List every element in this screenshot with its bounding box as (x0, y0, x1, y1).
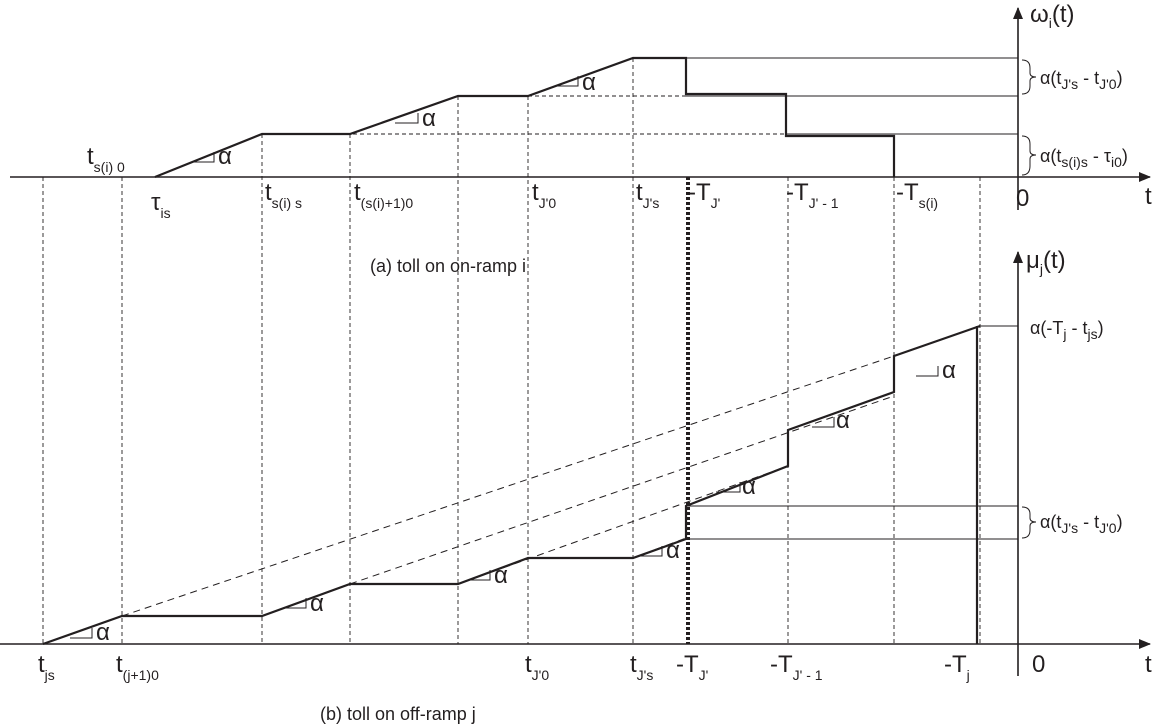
label-minus-t-j-prime-1-b: -TJ' - 1 (770, 651, 823, 683)
slope-label: α (310, 590, 324, 617)
panel-a-slope-markers: α α α (192, 69, 596, 170)
label-t-s-i-plus1-0: t(s(i)+1)0 (354, 179, 413, 211)
label-minus-t-s-i: -Ts(i) (896, 179, 938, 211)
label-t-j-prime-s: tJ's (636, 179, 659, 211)
panel-a-y-label: ωi(t) (1030, 1, 1075, 31)
brace-bottom (1021, 135, 1037, 176)
label-t-j-prime-s-b: tJ's (630, 651, 653, 683)
label-t-j-plus1-0: t(j+1)0 (116, 651, 159, 683)
label-minus-t-j-prime-b: -TJ' (676, 651, 708, 683)
brace-top (1021, 59, 1037, 95)
panel-b-x-label: t (1145, 651, 1152, 678)
top-value-label: α(-Tj - tjs) (1030, 318, 1104, 342)
brace-mid (1021, 506, 1037, 539)
panel-b: α α α α α α α α(tJ's - tJ'0) α(-Tj - tjs… (0, 177, 1152, 724)
slope-label: α (422, 105, 436, 132)
panel-b-extension-lines (121, 355, 895, 617)
slope-label: α (942, 357, 956, 384)
label-t-j-prime-0: tJ'0 (532, 179, 556, 211)
label-minus-t-j: -Tj (944, 651, 970, 683)
panel-a: α α α α(tJ's - tJ'0) α(ts(i)s - τi0) ωi(… (10, 1, 1152, 644)
brace-mid-label: α(tJ's - tJ'0) (1040, 512, 1123, 536)
panel-b-slope-markers: α α α α α α α (70, 357, 956, 646)
label-t-s-i-0: ts(i) 0 (87, 143, 125, 175)
panel-b-caption: (b) toll on off-ramp j (320, 704, 476, 724)
brace-bottom-label: α(ts(i)s - τi0) (1040, 146, 1128, 170)
slope-label: α (742, 473, 756, 500)
panel-b-origin: 0 (1032, 651, 1045, 678)
slope-label: α (582, 69, 596, 96)
panel-b-y-label: μj(t) (1026, 247, 1066, 277)
slope-label: α (218, 143, 232, 170)
label-t-s-i-s: ts(i) s (265, 179, 302, 211)
slope-label: α (666, 537, 680, 564)
label-t-js: tjs (38, 651, 55, 683)
slope-label: α (96, 619, 110, 646)
panel-a-caption: (a) toll on on-ramp i (370, 256, 526, 276)
label-t-j-prime-0-b: tJ'0 (525, 651, 549, 683)
panel-a-braces (1021, 59, 1037, 176)
label-tau-is: τis (151, 189, 171, 221)
off-ramp-toll-curve (42, 324, 981, 646)
brace-top-label: α(tJ's - tJ'0) (1040, 68, 1123, 92)
slope-label: α (494, 562, 508, 589)
panel-a-x-label: t (1145, 183, 1152, 210)
panel-a-origin: 0 (1016, 185, 1029, 212)
label-minus-t-j-prime-1: -TJ' - 1 (786, 179, 839, 211)
slope-label: α (836, 407, 850, 434)
on-ramp-toll-curve (154, 56, 896, 179)
panel-a-guides (42, 57, 1018, 644)
label-minus-t-j-prime: -TJ' (688, 179, 720, 211)
